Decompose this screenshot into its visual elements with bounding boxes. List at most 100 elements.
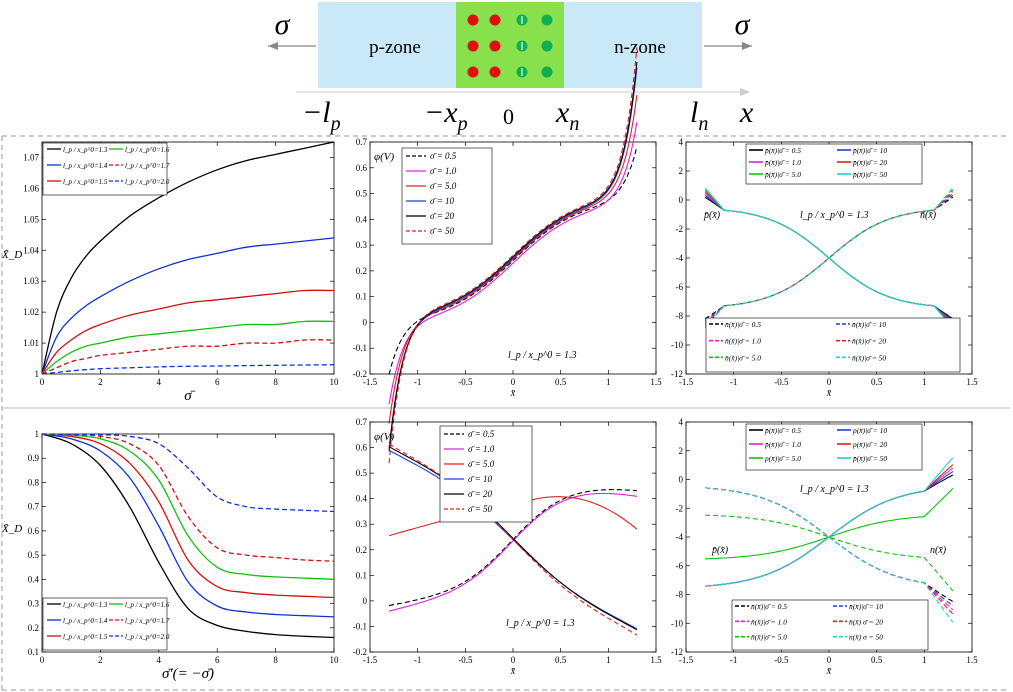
y-tick-label: 0.7	[356, 417, 368, 427]
x-axis-label: x̄	[826, 388, 832, 399]
y-tick-label: 0.1	[356, 292, 367, 302]
y-tick-label: 2	[679, 446, 684, 456]
panel-b: -1.5 -1 -0.5 0 0.5 1 1.5 -0.2 -0.1 0 0.1 0.2 0.3 0.4 0…	[353, 47, 662, 464]
legend-label: l_p / x_p^0=1.4	[63, 162, 108, 170]
x-tick-label: 8	[273, 655, 278, 665]
legend-label: n̄(x̄)|σ̄ = 10	[849, 602, 883, 611]
sigma-right: σ	[735, 8, 751, 41]
legend-label: l_p / x_p^0=2.0	[125, 633, 170, 641]
y-tick-label: 1	[35, 429, 40, 439]
y-tick-label: 0.4	[356, 494, 368, 504]
legend-label: n̄(x̄) σ̄ = 20	[849, 617, 883, 626]
potential-curve	[388, 67, 638, 449]
n-density-curve	[705, 487, 954, 603]
pn-junction-schematic: p-zone n-zone σ σ −lp −xp 0 xn ln x	[268, 2, 754, 135]
acceptor-dot	[489, 40, 501, 52]
potential-curve	[388, 47, 638, 464]
n-density-curve	[705, 514, 954, 592]
n-density-curve	[705, 487, 954, 623]
x-tick-label: 10	[330, 377, 340, 387]
legend-label: l_p / x_p^0=1.4	[63, 617, 108, 625]
legend-label: σ̄ = 50	[468, 504, 493, 514]
legend-box	[439, 425, 533, 523]
sigma-left: σ	[275, 8, 291, 41]
annotation: l_p / x_p^0 = 1.3	[800, 210, 868, 221]
x-axis-arrow	[740, 88, 750, 96]
x-tick-label: -0.5	[774, 655, 789, 665]
legend-label: l_p / x_p^0=1.7	[125, 617, 170, 625]
y-tick-label: 0.2	[356, 545, 367, 555]
y-tick-label: -10	[671, 618, 683, 628]
x-tick-label: 1	[606, 377, 611, 387]
legend-label: n̄(x̄)|σ̄ = 50	[852, 353, 886, 362]
legend-label: n̄(x̄)|σ̄ = 5.0	[751, 633, 787, 642]
y-tick-label: -6	[676, 561, 684, 571]
y-tick-label: -2	[676, 503, 684, 513]
x-tick-label: -1	[414, 655, 422, 665]
y-tick-label: 0	[679, 195, 684, 205]
series-line	[41, 433, 335, 599]
legend-label: l_p / x_p^0=1.5	[63, 178, 108, 186]
y-tick-label: 1.06	[23, 183, 39, 193]
y-tick-label: 0.4	[356, 214, 368, 224]
y-tick-label: 1.02	[23, 307, 39, 317]
potential-curve	[388, 492, 637, 612]
p-density-curve	[705, 488, 954, 560]
legend-label: p̄(x̄)|σ̄ = 10	[852, 146, 887, 155]
y-tick-label: 0	[363, 596, 368, 606]
x-tick-label: 0	[827, 377, 832, 387]
legend-label: p(x̄)|σ̄ = 5.0	[764, 454, 801, 463]
x-axis-label: x̄	[826, 666, 832, 677]
series-line	[41, 339, 335, 375]
x-tick-label: 8	[273, 377, 278, 387]
y-tick-label: 0.3	[356, 519, 368, 529]
label-zero: 0	[503, 104, 514, 129]
x-tick-label: 1	[922, 377, 927, 387]
legend-box	[745, 143, 923, 185]
y-tick-label: 0.7	[28, 502, 40, 512]
x-tick-label: 0	[40, 377, 45, 387]
y-tick-label: 0.3	[356, 240, 368, 250]
legend-label: l_p / x_p^0=1.3	[63, 601, 108, 609]
y-tick-label: -0.2	[353, 369, 367, 379]
y-tick-label: 0.8	[28, 477, 40, 487]
y-tick-label: 1.01	[23, 338, 39, 348]
acceptor-dot	[467, 14, 479, 26]
legend-label: n̄(x̄)|σ̄ = 10	[852, 320, 886, 329]
series-line	[41, 289, 335, 375]
panel-c: -1.5 -1 -0.5 0 0.5 1 1.5 -12 -10 -8 -6 -4 -2 0 2 4 x̄ p̄(…	[671, 137, 978, 399]
y-tick-label: 0.6	[356, 163, 368, 173]
y-tick-label: 4	[679, 417, 684, 427]
y-tick-label: 0.5	[356, 189, 368, 199]
y-tick-label: 0	[363, 317, 368, 327]
y-tick-label: -12	[671, 369, 683, 379]
x-tick-label: -1.5	[363, 377, 378, 387]
y-tick-label: -10	[671, 340, 683, 350]
legend-label: p̄(x̄)|σ̄ = 0.5	[764, 146, 801, 155]
y-tick-label: 0.5	[356, 468, 368, 478]
legend-box	[42, 142, 168, 196]
x-axis-label: σ̄′(= −σ̄)	[162, 666, 214, 682]
x-tick-label: -1	[730, 655, 738, 665]
legend-label: σ̄ = 50	[430, 226, 455, 236]
x-tick-label: 6	[215, 377, 220, 387]
y-tick-label: -12	[671, 647, 683, 657]
x-tick-label: 1.5	[966, 377, 978, 387]
donor-dot	[541, 66, 553, 78]
n-curve-label: n(x̄)	[930, 545, 947, 556]
legend-label: p̄(x̄)|σ̄ = 50	[852, 170, 887, 179]
legend-label: σ̄ = 5.0	[468, 459, 495, 469]
label-ln: ln	[690, 96, 708, 135]
y-tick-label: 0.6	[356, 443, 368, 453]
legend-label: p̄(x̄)|σ̄ = 0.5	[764, 426, 801, 435]
y-tick-label: -4	[676, 532, 684, 542]
x-tick-label: 2	[98, 377, 103, 387]
x-tick-label: -1.5	[363, 655, 378, 665]
n-density-curve	[704, 187, 954, 329]
legend-box	[401, 147, 493, 245]
potential-curve	[388, 446, 638, 631]
y-tick-label: -6	[676, 282, 684, 292]
legend-box	[731, 599, 929, 651]
legend-box	[745, 423, 923, 471]
series-line	[41, 320, 335, 375]
